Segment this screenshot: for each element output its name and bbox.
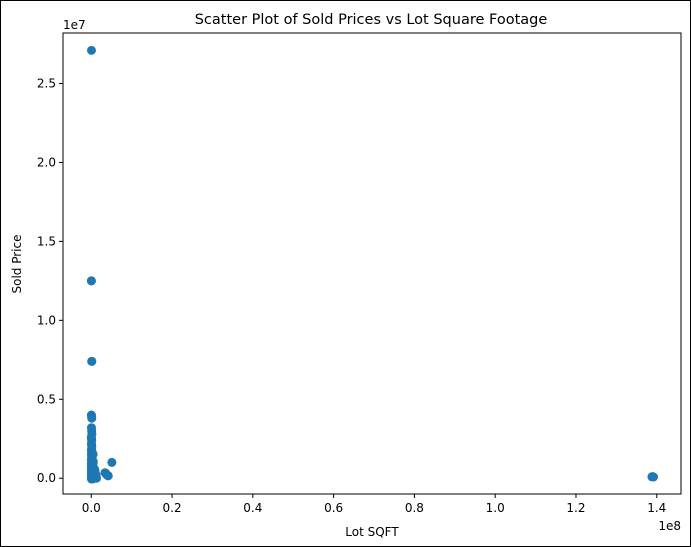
scatter-point xyxy=(647,472,657,482)
x-tick-label: 1.0 xyxy=(486,501,505,515)
scatter-point xyxy=(88,457,98,467)
x-tick-label: 1.4 xyxy=(647,501,666,515)
plot-area xyxy=(62,32,682,495)
scatter-point xyxy=(86,276,96,286)
chart-title: Scatter Plot of Sold Prices vs Lot Squar… xyxy=(195,12,548,28)
scatter-point xyxy=(107,457,117,467)
x-tick-label: 0.2 xyxy=(163,501,182,515)
y-axis-label: Sold Price xyxy=(10,235,24,294)
y-tick-label: 2.5 xyxy=(37,77,56,91)
points-layer xyxy=(86,45,659,484)
ticks-layer: 0.0 0.2 0.4 0.6 0.8 1.0 1.2 1.4 0.0 0.5 1.0 1.5 2.0 2… xyxy=(37,77,666,515)
y-offset-label: 1e7 xyxy=(63,18,86,32)
x-tick-label: 0.4 xyxy=(243,501,262,515)
y-tick-label: 1.5 xyxy=(37,234,56,248)
y-tick-label: 2.0 xyxy=(37,155,56,169)
x-tick-label: 1.2 xyxy=(566,501,585,515)
x-tick-label: 0.6 xyxy=(324,501,343,515)
scatter-point xyxy=(103,471,113,481)
scatter-point xyxy=(87,413,97,423)
scatter-point xyxy=(87,474,97,484)
x-axis-label: Lot SQFT xyxy=(345,525,399,539)
y-tick-label: 0.5 xyxy=(37,392,56,406)
x-tick-label: 0.8 xyxy=(405,501,424,515)
x-tick-label: 0.0 xyxy=(82,501,101,515)
y-tick-label: 0.0 xyxy=(37,471,56,485)
x-offset-label: 1e8 xyxy=(658,519,681,533)
scatter-point xyxy=(86,45,96,55)
scatter-point xyxy=(87,356,97,366)
y-tick-label: 1.0 xyxy=(37,313,56,327)
